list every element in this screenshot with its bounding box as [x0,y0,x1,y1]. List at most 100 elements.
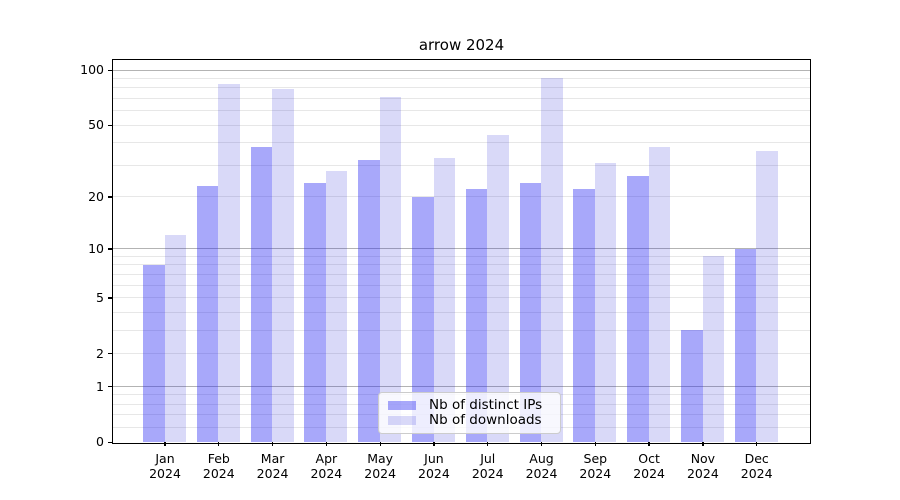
x-tick-month: Aug [529,451,554,467]
x-tick-month: Dec [744,451,769,467]
bar-nb-of-distinct-ips-sep [573,189,595,442]
x-tick-year: 2024 [686,465,719,481]
y-gridline-minor [113,352,810,354]
x-tick-year: 2024 [256,465,289,481]
y-gridline-minor [113,297,810,299]
legend-item-label: Nb of downloads [429,412,542,428]
y-axis-tick [108,441,112,444]
x-axis-tick [218,442,220,447]
bar-nb-of-distinct-ips-jun [412,196,434,442]
x-tick-year: 2024 [364,465,397,481]
chart-title: arrow 2024 [418,36,505,54]
bar-nb-of-downloads-jun [433,157,456,442]
legend-swatch [388,416,416,425]
y-gridline-minor [113,311,810,313]
x-tick-year: 2024 [525,465,558,481]
y-tick-label: 100 [80,62,104,78]
x-axis-tick [325,442,328,447]
bar-nb-of-distinct-ips-feb [196,185,219,442]
y-gridline-minor [113,87,810,89]
y-gridline-minor [113,110,810,112]
x-tick-month: Jul [480,451,496,467]
y-gridline-major [113,248,810,250]
y-tick-label: 10 [88,241,104,257]
x-axis-tick [271,442,274,447]
bar-nb-of-distinct-ips-aug [519,182,542,442]
bar-nb-of-downloads-feb [218,83,240,442]
bar-nb-of-distinct-ips-may [358,160,380,442]
x-tick-month: Nov [690,451,716,467]
x-tick-year: 2024 [310,465,343,481]
x-tick-label: Mar 2024 [243,452,303,481]
bar-nb-of-distinct-ips-jan [143,264,165,442]
legend-item: Nb of downloads [388,413,551,428]
y-axis-tick [108,353,112,355]
x-tick-month: Feb [207,451,230,467]
y-gridline-minor [113,196,810,198]
y-axis-tick [108,196,112,198]
bar-nb-of-downloads-jan [164,235,187,442]
bar-nb-of-downloads-apr [325,170,348,442]
x-tick-month: Mar [260,451,285,467]
x-axis-tick [487,442,489,447]
x-tick-month: Apr [315,451,338,467]
y-gridline-minor [113,142,810,144]
x-axis-tick [379,442,381,447]
x-axis-tick [756,442,758,447]
y-gridline-minor [113,97,810,99]
y-gridline-minor [113,329,810,331]
x-tick-label: Jun 2024 [404,452,464,481]
legend-swatch [388,401,416,410]
bar-nb-of-downloads-nov [702,256,724,442]
bar-nb-of-downloads-jul [487,135,509,442]
x-tick-label: Dec 2024 [727,452,787,481]
x-tick-year: 2024 [633,465,666,481]
x-tick-month: Sep [583,451,608,467]
y-tick-label: 50 [88,117,104,133]
x-tick-label: Sep 2024 [565,452,625,481]
x-tick-month: May [367,451,394,467]
bar-nb-of-distinct-ips-mar [250,146,273,442]
y-axis-tick [108,69,112,72]
bar-nb-of-downloads-oct [648,146,671,442]
x-tick-month: Jun [424,451,444,467]
bar-nb-of-distinct-ips-apr [304,182,326,442]
x-tick-label: Jan 2024 [135,452,195,481]
x-tick-label: Jul 2024 [458,452,518,481]
plot-area [112,59,811,444]
y-gridline-major [113,385,810,387]
x-tick-year: 2024 [579,465,612,481]
bar-nb-of-downloads-dec [756,150,778,442]
y-gridline-minor [113,164,810,166]
y-gridline-minor [113,77,810,79]
bar-nb-of-downloads-mar [272,88,294,442]
x-tick-label: May 2024 [350,452,410,481]
y-gridline-major [113,69,810,71]
bar-nb-of-downloads-aug [541,78,563,442]
x-tick-label: Aug 2024 [512,452,572,481]
x-tick-label: Apr 2024 [296,452,356,481]
x-tick-year: 2024 [149,465,181,481]
x-tick-month: Jan [155,451,175,467]
legend: Nb of distinct IPs Nb of downloads [378,392,561,434]
y-gridline-minor [113,124,810,126]
y-gridline-minor [113,273,810,275]
x-tick-label: Oct 2024 [619,452,679,481]
x-axis-tick [540,442,543,447]
y-gridline-minor [113,264,810,266]
x-axis-tick [648,442,650,447]
y-tick-label: 1 [96,378,104,394]
bar-nb-of-downloads-may [379,97,402,442]
x-axis-tick [594,442,596,447]
y-tick-label: 2 [96,345,104,361]
legend-item-label: Nb of distinct IPs [429,397,543,413]
y-axis-tick [108,297,112,299]
bar-nb-of-distinct-ips-dec [734,248,757,442]
bar-nb-of-distinct-ips-jul [465,189,488,442]
y-tick-label: 0 [96,434,104,450]
x-tick-label: Nov 2024 [673,452,733,481]
legend-item: Nb of distinct IPs [388,398,551,413]
x-tick-year: 2024 [740,465,773,481]
y-gridline-minor [113,255,810,257]
